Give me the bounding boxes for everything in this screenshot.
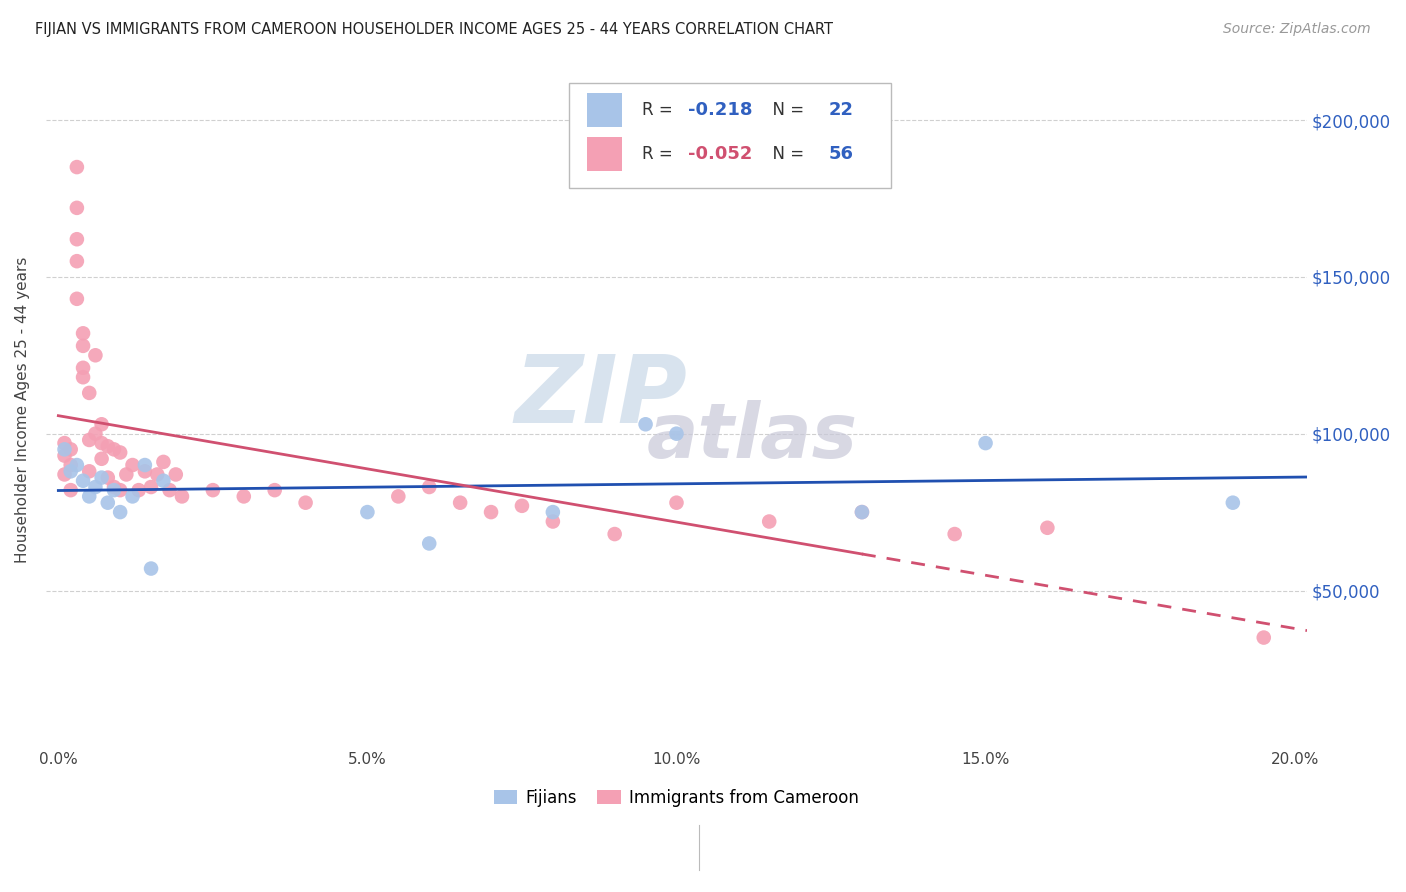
Point xyxy=(72,474,94,488)
Point xyxy=(232,490,254,504)
Point xyxy=(59,442,82,457)
Point xyxy=(59,464,82,478)
Point xyxy=(121,458,143,472)
Point xyxy=(103,480,125,494)
Point xyxy=(134,464,156,478)
Point xyxy=(387,490,409,504)
Point xyxy=(1222,496,1244,510)
Text: N =: N = xyxy=(762,145,810,163)
Point xyxy=(201,483,224,497)
Point xyxy=(72,339,94,353)
Legend: Fijians, Immigrants from Cameroon: Fijians, Immigrants from Cameroon xyxy=(488,782,866,814)
Point xyxy=(294,496,316,510)
Point xyxy=(66,254,89,268)
Point xyxy=(66,232,89,246)
Text: atlas: atlas xyxy=(647,401,858,475)
Point xyxy=(103,442,125,457)
Text: 56: 56 xyxy=(830,145,853,163)
Point xyxy=(851,505,873,519)
Point xyxy=(152,455,174,469)
Point xyxy=(103,483,125,497)
Point xyxy=(77,464,100,478)
Point xyxy=(53,467,76,482)
Point xyxy=(66,160,89,174)
Point xyxy=(165,467,187,482)
Point xyxy=(90,417,112,432)
Point xyxy=(59,458,82,472)
Point xyxy=(72,370,94,384)
Point xyxy=(851,505,873,519)
FancyBboxPatch shape xyxy=(586,93,623,127)
Text: -0.052: -0.052 xyxy=(688,145,752,163)
Point xyxy=(90,470,112,484)
Point xyxy=(72,360,94,375)
Point xyxy=(90,451,112,466)
Point xyxy=(541,505,564,519)
Text: Source: ZipAtlas.com: Source: ZipAtlas.com xyxy=(1223,22,1371,37)
Point xyxy=(139,480,162,494)
Point xyxy=(97,496,120,510)
Point xyxy=(97,439,120,453)
Point xyxy=(115,467,138,482)
FancyBboxPatch shape xyxy=(569,83,891,187)
Y-axis label: Householder Income Ages 25 - 44 years: Householder Income Ages 25 - 44 years xyxy=(15,257,30,564)
Text: -0.218: -0.218 xyxy=(688,101,752,119)
Point xyxy=(603,527,626,541)
Point xyxy=(1253,631,1275,645)
Point xyxy=(134,458,156,472)
Text: N =: N = xyxy=(762,101,810,119)
Point xyxy=(108,445,131,459)
Point xyxy=(84,480,107,494)
Point xyxy=(634,417,657,432)
Point xyxy=(97,470,120,484)
Point xyxy=(479,505,502,519)
Point xyxy=(121,490,143,504)
Point xyxy=(66,458,89,472)
Point xyxy=(77,385,100,400)
Point xyxy=(263,483,285,497)
Point xyxy=(1036,521,1059,535)
Point xyxy=(128,483,150,497)
Point xyxy=(77,490,100,504)
Point xyxy=(66,201,89,215)
Point xyxy=(53,442,76,457)
Text: 22: 22 xyxy=(830,101,853,119)
Point xyxy=(541,515,564,529)
Point xyxy=(152,474,174,488)
Point xyxy=(510,499,533,513)
Point xyxy=(418,536,440,550)
Point xyxy=(53,449,76,463)
Text: R =: R = xyxy=(643,101,679,119)
Point xyxy=(974,436,997,450)
Point xyxy=(77,433,100,447)
Point xyxy=(146,467,169,482)
Point xyxy=(159,483,181,497)
FancyBboxPatch shape xyxy=(586,137,623,170)
Point xyxy=(84,348,107,362)
Point xyxy=(90,436,112,450)
Point xyxy=(943,527,966,541)
Point xyxy=(418,480,440,494)
Point xyxy=(356,505,378,519)
Point xyxy=(84,426,107,441)
Point xyxy=(139,561,162,575)
Point xyxy=(108,483,131,497)
Point xyxy=(170,490,193,504)
Point xyxy=(665,496,688,510)
Text: ZIP: ZIP xyxy=(515,351,688,442)
Point xyxy=(665,426,688,441)
Point xyxy=(108,505,131,519)
Point xyxy=(53,436,76,450)
Point xyxy=(66,292,89,306)
Text: FIJIAN VS IMMIGRANTS FROM CAMEROON HOUSEHOLDER INCOME AGES 25 - 44 YEARS CORRELA: FIJIAN VS IMMIGRANTS FROM CAMEROON HOUSE… xyxy=(35,22,834,37)
Point xyxy=(59,483,82,497)
Point xyxy=(758,515,780,529)
Point xyxy=(72,326,94,341)
Point xyxy=(449,496,471,510)
Text: R =: R = xyxy=(643,145,679,163)
